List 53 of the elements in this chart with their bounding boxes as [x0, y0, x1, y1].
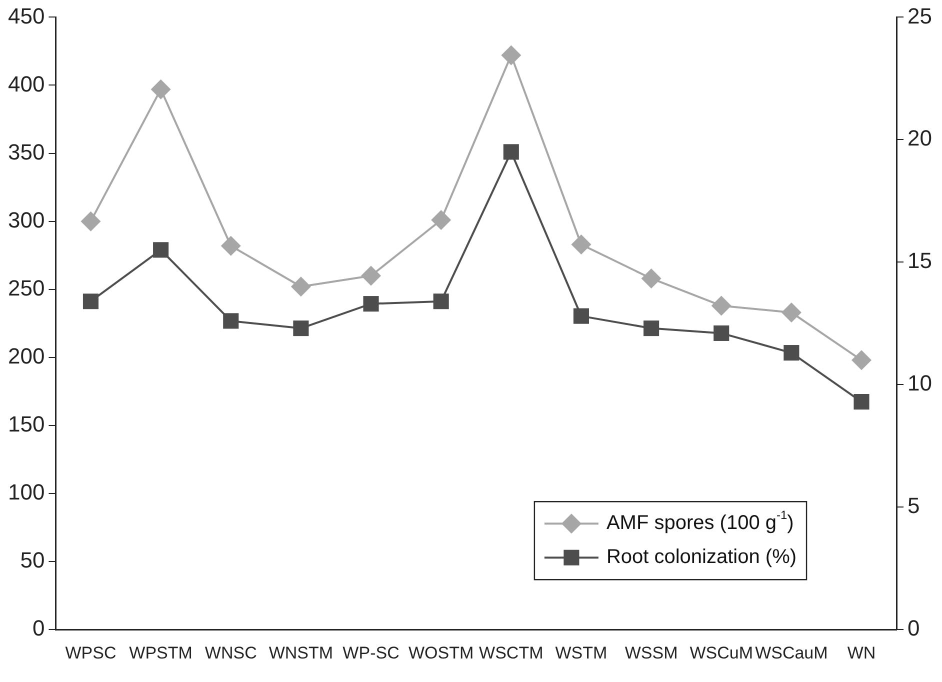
x-tick-label: WSCauM — [755, 643, 828, 662]
x-tick-label: WPSTM — [129, 643, 192, 662]
point — [363, 296, 379, 312]
y-tick-label: 300 — [8, 207, 45, 232]
x-tick-label: WSCuM — [690, 643, 753, 662]
point — [851, 350, 872, 370]
point — [644, 320, 660, 336]
y-tick-label: 450 — [8, 3, 45, 28]
y2-tick-label: 0 — [908, 616, 920, 641]
point — [220, 236, 241, 256]
point — [433, 294, 449, 310]
x-tick-label: WSSM — [624, 643, 678, 662]
point — [503, 144, 519, 160]
point — [82, 294, 99, 310]
x-tick-label: WOSTM — [408, 643, 474, 662]
y-tick-label: 100 — [8, 480, 45, 505]
y-tick-label: 200 — [8, 343, 45, 368]
x-tick-label: WSTM — [555, 643, 608, 662]
point — [573, 308, 589, 324]
point — [431, 210, 452, 230]
point — [290, 276, 311, 297]
x-tick-label: WNSC — [204, 643, 257, 662]
y2-tick-label: 25 — [908, 3, 932, 28]
point — [641, 268, 662, 288]
point — [501, 45, 522, 66]
point — [781, 302, 802, 323]
point — [854, 394, 870, 410]
x-tick-label: WSCTM — [479, 643, 544, 662]
point — [80, 211, 101, 232]
y-tick-label: 0 — [32, 616, 45, 641]
point — [714, 325, 730, 341]
x-tick-label: WPSC — [65, 643, 116, 662]
y2-tick-label: 20 — [908, 126, 932, 151]
x-tick-label: WN — [847, 643, 876, 662]
point — [711, 296, 732, 316]
y-tick-label: 250 — [8, 275, 45, 300]
point — [571, 234, 592, 254]
point — [293, 320, 309, 336]
y-tick-label: 50 — [20, 548, 45, 573]
point — [150, 79, 171, 100]
y-tick-label: 150 — [8, 412, 45, 437]
x-tick-label: WNSTM — [268, 643, 334, 662]
point — [153, 242, 169, 258]
x-tick-label: WP-SC — [342, 643, 400, 662]
point — [361, 266, 382, 286]
y2-tick-label: 10 — [908, 370, 932, 396]
point — [784, 345, 800, 361]
point — [223, 313, 239, 329]
legend-label: Root colonization (%) — [606, 546, 797, 568]
y2-tick-label: 15 — [908, 248, 932, 274]
y2-tick-label: 5 — [908, 493, 920, 518]
y-tick-label: 400 — [8, 71, 45, 96]
y-tick-label: 350 — [8, 139, 45, 164]
